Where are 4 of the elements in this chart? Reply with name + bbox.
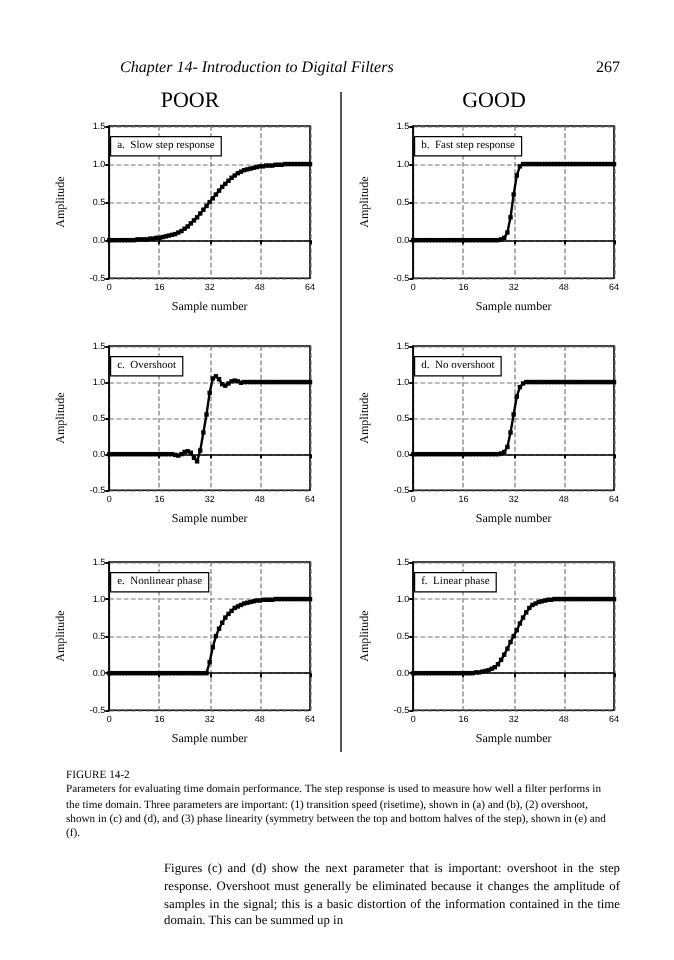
chart-title: GOOD: [462, 89, 526, 113]
text: Chapter 14- Introduction to Digital Filters: [120, 58, 394, 76]
text: 267: [596, 58, 620, 76]
chart-title: POOR: [160, 89, 221, 113]
